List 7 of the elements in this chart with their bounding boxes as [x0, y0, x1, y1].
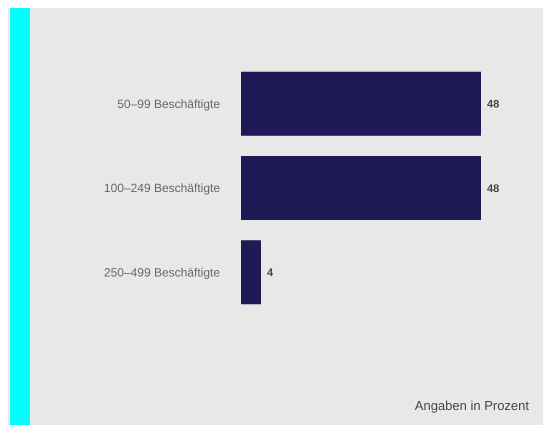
y-tick-label: 100–249 Beschäftigte — [104, 181, 220, 196]
data-label: 48 — [487, 182, 500, 195]
text: Angaben in Prozent — [414, 398, 530, 413]
y-tick-label: 250–499 Beschäftigte — [104, 265, 220, 280]
y-tick-label: 50–99 Beschäftigte — [117, 96, 220, 111]
data-label: 48 — [487, 98, 500, 111]
data-label: 4 — [267, 267, 274, 280]
